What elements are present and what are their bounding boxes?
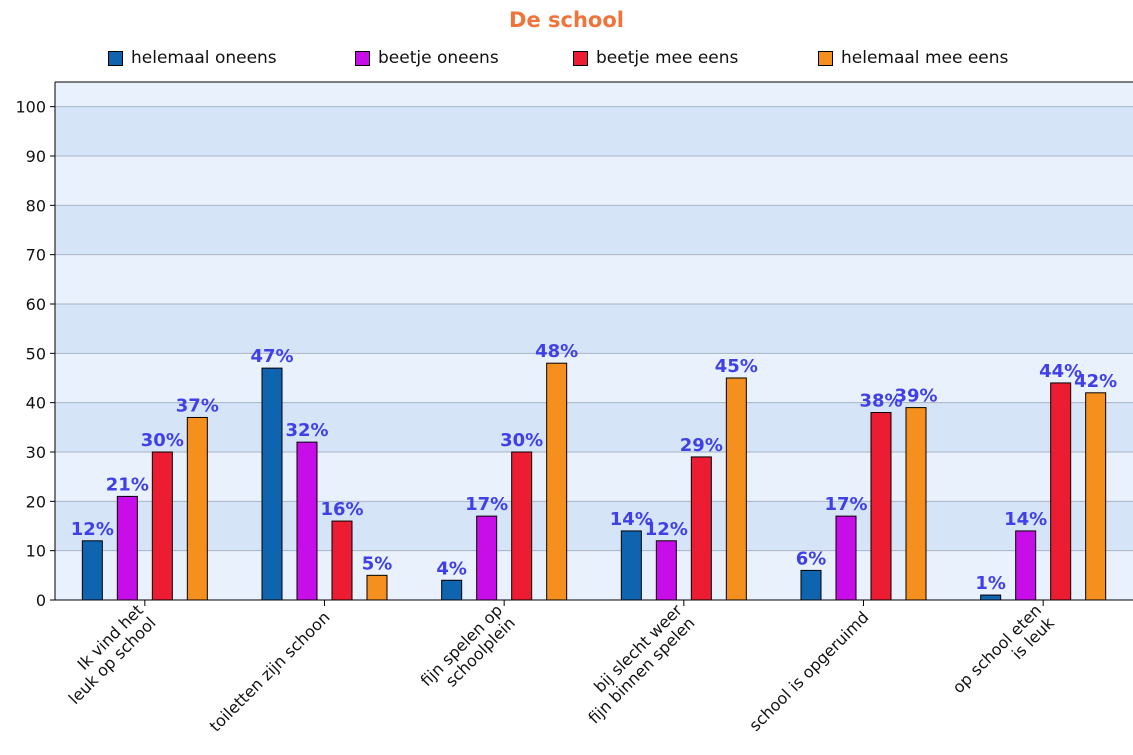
bar xyxy=(261,367,283,601)
data-label: 14% xyxy=(1004,509,1047,530)
data-label: 30% xyxy=(141,430,184,451)
plot-band xyxy=(55,82,1133,107)
bar xyxy=(116,495,138,601)
data-label: 21% xyxy=(106,474,149,495)
data-label: 48% xyxy=(535,341,578,362)
plot-band xyxy=(55,254,1133,304)
data-label: 39% xyxy=(894,386,937,407)
data-label: 12% xyxy=(71,519,114,540)
bar xyxy=(331,520,353,601)
bar xyxy=(511,451,533,601)
legend-label: beetje mee eens xyxy=(596,48,739,68)
data-label: 44% xyxy=(1039,361,1082,382)
x-tick-label: fijn spelen opschoolplein xyxy=(417,601,519,703)
bar xyxy=(366,574,388,601)
bar xyxy=(980,594,1002,601)
data-label: 1% xyxy=(975,573,1006,594)
data-label: 30% xyxy=(500,430,543,451)
y-tick-label: 40 xyxy=(26,394,46,413)
data-label: 6% xyxy=(796,548,827,569)
plot-band xyxy=(55,156,1133,206)
plot-band xyxy=(55,304,1133,354)
bar xyxy=(441,579,463,601)
plot-band xyxy=(55,205,1133,255)
data-label: 14% xyxy=(610,509,653,530)
bar xyxy=(296,441,318,601)
bar xyxy=(800,569,822,601)
x-tick-label: toiletten zijn schoon xyxy=(206,608,334,736)
bar xyxy=(1015,530,1037,601)
bar xyxy=(835,515,857,601)
data-label: 42% xyxy=(1074,371,1117,392)
x-tick-label: Ik vind hetleuk op school xyxy=(52,601,160,709)
bar xyxy=(151,451,173,601)
bar xyxy=(690,456,712,601)
data-label: 38% xyxy=(859,391,902,412)
legend-swatch xyxy=(573,50,588,66)
data-label: 45% xyxy=(715,356,758,377)
bar xyxy=(620,530,642,601)
data-label: 37% xyxy=(176,395,219,416)
x-tick-label: school is opgeruimd xyxy=(745,608,872,735)
legend-swatch xyxy=(355,50,370,66)
legend-item-helemaal-mee-eens: helemaal mee eens xyxy=(818,46,1008,70)
legend-label: beetje oneens xyxy=(378,48,499,68)
bar xyxy=(725,377,747,601)
data-label: 17% xyxy=(465,494,508,515)
legend-label: helemaal oneens xyxy=(131,48,277,68)
data-label: 16% xyxy=(320,499,363,520)
bar xyxy=(81,540,103,601)
data-label: 32% xyxy=(285,420,328,441)
y-tick-label: 100 xyxy=(15,98,46,117)
data-label: 17% xyxy=(824,494,867,515)
legend-label: helemaal mee eens xyxy=(841,48,1009,68)
bar xyxy=(186,416,208,601)
bar xyxy=(905,407,927,601)
y-tick-label: 50 xyxy=(26,344,46,363)
plot-band xyxy=(55,501,1133,551)
bar xyxy=(655,540,677,601)
plot-band xyxy=(55,402,1133,452)
y-tick-label: 30 xyxy=(26,443,46,462)
plot-band xyxy=(55,106,1133,156)
y-tick-label: 90 xyxy=(26,147,46,166)
plot-band xyxy=(55,452,1133,502)
x-tick-label: op school etenis leuk xyxy=(949,600,1059,710)
legend-item-beetje-mee-eens: beetje mee eens xyxy=(573,46,738,70)
plot-band xyxy=(55,550,1133,600)
plot-band xyxy=(55,353,1133,403)
y-tick-label: 20 xyxy=(26,492,46,511)
data-label: 29% xyxy=(680,435,723,456)
y-tick-label: 80 xyxy=(26,196,46,215)
chart-title: De school xyxy=(509,8,624,32)
data-label: 4% xyxy=(436,558,467,579)
bar xyxy=(476,515,498,601)
data-label: 47% xyxy=(250,346,293,367)
bar xyxy=(546,362,568,601)
bar xyxy=(1085,392,1107,601)
y-tick-label: 70 xyxy=(26,246,46,265)
legend-item-beetje-oneens: beetje oneens xyxy=(355,46,499,70)
bar xyxy=(870,412,892,601)
x-tick-label: bij slecht weerfijn binnen spelen xyxy=(572,600,699,727)
legend-swatch xyxy=(108,50,123,66)
data-label: 12% xyxy=(645,519,688,540)
y-tick-label: 60 xyxy=(26,295,46,314)
bar xyxy=(1050,382,1072,601)
legend: helemaal oneens beetje oneens beetje mee… xyxy=(0,46,1133,70)
data-label: 5% xyxy=(362,553,393,574)
legend-item-helemaal-oneens: helemaal oneens xyxy=(108,46,277,70)
y-tick-label: 0 xyxy=(36,591,46,610)
legend-swatch xyxy=(818,50,833,66)
y-tick-label: 10 xyxy=(26,542,46,561)
